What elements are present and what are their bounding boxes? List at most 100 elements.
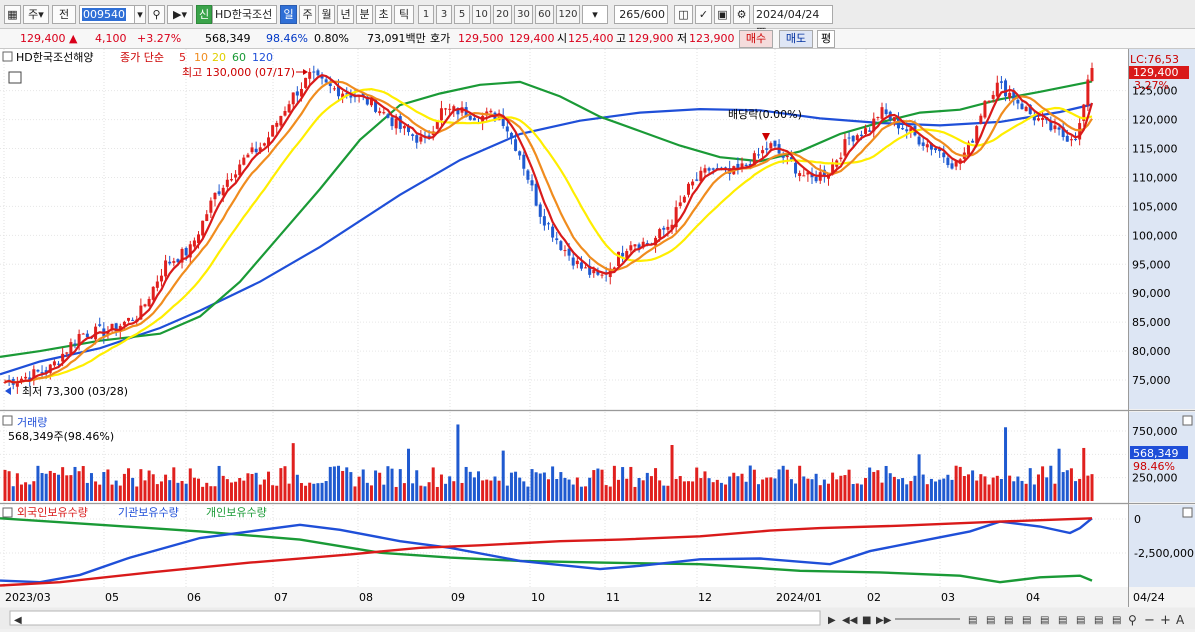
- sell-button[interactable]: 매도: [779, 30, 813, 48]
- interval-30[interactable]: 30: [514, 5, 533, 24]
- scroll-track[interactable]: [9, 610, 821, 626]
- interval-20[interactable]: 20: [493, 5, 512, 24]
- period-button-month[interactable]: 월: [318, 5, 335, 24]
- interval-60[interactable]: 60: [535, 5, 554, 24]
- stock-code-input[interactable]: 009540: [79, 5, 136, 24]
- zoom-search-icon[interactable]: ⚲: [1128, 613, 1137, 627]
- current-price-box: [1129, 66, 1189, 79]
- layout-2-icon[interactable]: ▤: [986, 615, 995, 626]
- volume-bar: [287, 483, 291, 501]
- period-button-week[interactable]: 주: [299, 5, 316, 24]
- candle-body: [641, 241, 645, 248]
- volume-bar: [748, 465, 752, 501]
- period-button-tick[interactable]: 틱: [394, 5, 414, 24]
- period-button-second[interactable]: 초: [375, 5, 392, 24]
- period-type-select[interactable]: 주▾: [23, 5, 49, 24]
- volume-pane-menu-icon[interactable]: [2, 415, 13, 426]
- candle-body: [987, 100, 991, 102]
- draw-tool-icon[interactable]: ✓: [695, 5, 712, 24]
- bid-label: 호가: [430, 32, 451, 45]
- toolbar: ▦ 주▾ 전 009540 ▾ ⚲ ▶▾ 신 HD한국조선 일 주 월 년 분 …: [0, 0, 1195, 38]
- font-size-button[interactable]: A: [1176, 613, 1185, 627]
- layout-icon[interactable]: ▦: [4, 5, 21, 24]
- prev-button[interactable]: 전: [52, 5, 76, 24]
- interval-10[interactable]: 10: [472, 5, 491, 24]
- scroll-left-icon[interactable]: ◀: [14, 615, 22, 626]
- candle-body: [139, 305, 143, 320]
- layout-8-icon[interactable]: ▤: [1094, 615, 1103, 626]
- zoom-plus-button[interactable]: +: [1160, 613, 1171, 628]
- candle-body: [361, 92, 365, 97]
- period-button-day[interactable]: 일: [280, 5, 297, 24]
- step-forward-icon[interactable]: ▶▶: [876, 615, 892, 626]
- volume-bar: [184, 483, 188, 501]
- pane-menu-icon[interactable]: [2, 51, 13, 62]
- holding-pane-menu-icon[interactable]: [2, 507, 13, 518]
- volume-bar: [110, 484, 114, 501]
- chart-title: HD한국조선해양: [16, 50, 93, 64]
- volume-bar: [320, 482, 324, 501]
- candle-body: [197, 234, 201, 244]
- volume-bar: [781, 465, 785, 501]
- date-input[interactable]: 2024/04/24 ▦: [753, 5, 833, 38]
- stock-name-field[interactable]: HD한국조선: [212, 5, 277, 24]
- price-tick-label: 95,000: [1132, 258, 1171, 271]
- interval-5[interactable]: 5: [454, 5, 470, 24]
- buy-button[interactable]: 매수: [739, 30, 773, 48]
- ma-legend-10: 10: [194, 51, 208, 64]
- volume-bar: [159, 481, 163, 501]
- volume-bar: [197, 478, 201, 501]
- candle-body: [36, 369, 40, 372]
- interval-custom-select[interactable]: ▾: [582, 5, 608, 24]
- count-value: 265: [619, 8, 641, 21]
- candle-body: [439, 108, 443, 121]
- layout-7-icon[interactable]: ▤: [1076, 615, 1085, 626]
- candle-body: [736, 163, 740, 169]
- scroll-right-icon[interactable]: ▶: [828, 615, 836, 626]
- step-back-icon[interactable]: ◀◀: [842, 615, 858, 626]
- volume-bar: [699, 478, 703, 501]
- volume-bar: [275, 485, 279, 501]
- price-change-pct: +3.27%: [137, 32, 182, 45]
- candle-body: [534, 183, 538, 206]
- layout-9-icon[interactable]: ▤: [1112, 615, 1121, 626]
- period-button-minute[interactable]: 분: [356, 5, 373, 24]
- chart-svg[interactable]: 125,000 120,000 115,000 110,000 105,000 100,0…: [0, 49, 1195, 629]
- layout-3-icon[interactable]: ▤: [1004, 615, 1013, 626]
- speaker-icon[interactable]: ▶▾: [167, 5, 193, 24]
- table-icon[interactable]: [8, 71, 22, 84]
- chart-type-icon[interactable]: ◫: [674, 5, 693, 24]
- candle-body: [427, 135, 431, 138]
- period-button-year[interactable]: 년: [337, 5, 354, 24]
- holding-close-icon[interactable]: [1182, 507, 1193, 518]
- volume-bar: [1024, 483, 1028, 501]
- layout-6-icon[interactable]: ▤: [1058, 615, 1067, 626]
- interval-1[interactable]: 1: [418, 5, 434, 24]
- candle-body: [1004, 80, 1008, 97]
- candle-body: [337, 86, 341, 97]
- layout-4-icon[interactable]: ▤: [1022, 615, 1031, 626]
- volume-bar: [11, 486, 15, 501]
- candle-body: [682, 196, 686, 203]
- save-icon[interactable]: ▣: [714, 5, 731, 24]
- layout-1-icon[interactable]: ▤: [968, 615, 977, 626]
- candle-body: [390, 117, 394, 127]
- interval-3[interactable]: 3: [436, 5, 452, 24]
- eval-button[interactable]: 평: [817, 30, 835, 48]
- count-input[interactable]: 265/600: [614, 5, 668, 24]
- volume-close-icon[interactable]: [1182, 415, 1193, 426]
- gear-icon[interactable]: ⚙: [733, 5, 750, 24]
- volume-bar: [337, 465, 341, 501]
- zoom-minus-button[interactable]: −: [1144, 613, 1155, 628]
- search-icon[interactable]: ⚲: [148, 5, 165, 24]
- volume-bar: [32, 481, 36, 501]
- volume-bar: [114, 480, 118, 501]
- interval-120[interactable]: 120: [556, 5, 580, 24]
- price-tick-label: 75,000: [1132, 374, 1171, 387]
- code-dropdown-icon[interactable]: ▾: [134, 5, 146, 24]
- volume-bar: [52, 472, 56, 501]
- candle-body: [394, 118, 398, 129]
- layout-5-icon[interactable]: ▤: [1040, 615, 1049, 626]
- stop-icon[interactable]: ■: [862, 615, 871, 626]
- candle-body: [1086, 79, 1090, 106]
